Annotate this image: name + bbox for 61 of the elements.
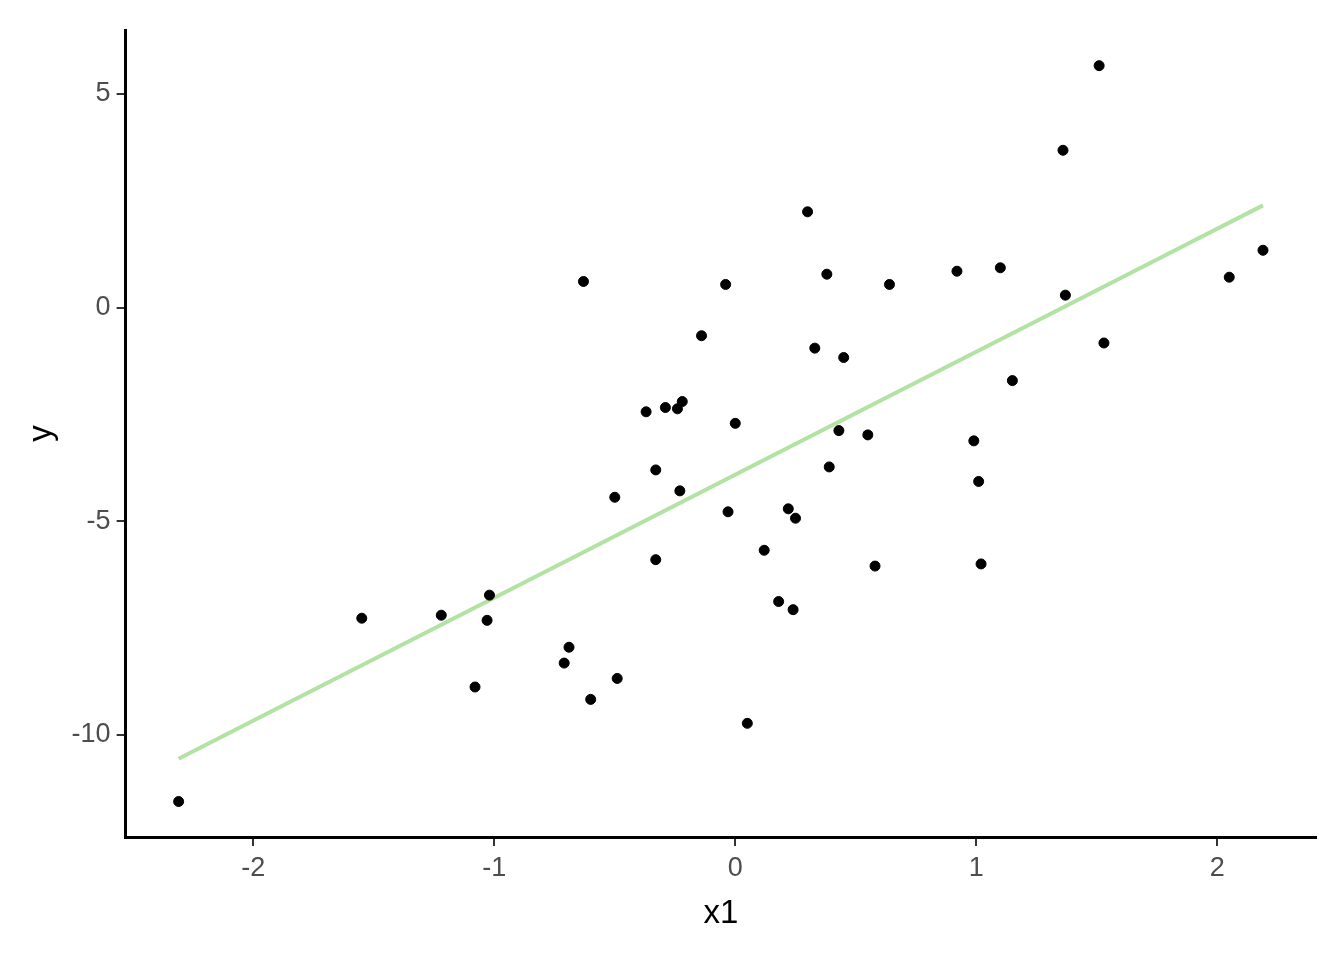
point [833, 425, 845, 437]
point [823, 461, 835, 473]
point [787, 604, 799, 616]
point [773, 596, 785, 608]
point [671, 403, 683, 415]
point [1223, 271, 1235, 283]
point [659, 402, 671, 414]
point [356, 612, 368, 624]
y-tick-label: -5 [86, 504, 111, 535]
point [973, 475, 985, 487]
point [821, 268, 833, 280]
point [782, 503, 794, 515]
point [173, 796, 185, 808]
point [640, 406, 652, 418]
y-axis-title: y [20, 424, 58, 442]
point [722, 506, 734, 518]
x-axis-title: x1 [703, 893, 739, 931]
x-tick-label: 1 [968, 851, 984, 882]
point [650, 464, 662, 476]
x-tick-label: -1 [482, 851, 507, 882]
x-tick-label: 2 [1209, 851, 1225, 882]
point [729, 417, 741, 429]
point [869, 560, 881, 572]
point [609, 491, 621, 503]
point [558, 657, 570, 669]
y-tick-label: 0 [95, 290, 111, 321]
point [650, 554, 662, 566]
point [483, 589, 495, 601]
point [481, 614, 493, 626]
x-tick-label: 0 [727, 851, 743, 882]
point [975, 558, 987, 570]
point [563, 641, 575, 653]
y-tick-label: -10 [71, 718, 111, 749]
x-tick-label: -2 [241, 851, 266, 882]
point [696, 330, 708, 342]
point [720, 278, 732, 290]
point [790, 512, 802, 524]
point [1059, 289, 1071, 301]
point [968, 435, 980, 447]
point [809, 342, 821, 354]
point [1257, 244, 1269, 256]
point [994, 262, 1006, 274]
point [1098, 337, 1110, 349]
point [469, 681, 481, 693]
point [577, 275, 589, 287]
point [802, 206, 814, 218]
point [585, 693, 597, 705]
point [1006, 375, 1018, 387]
point [883, 278, 895, 290]
point [758, 544, 770, 556]
point [862, 429, 874, 441]
y-tick-label: 5 [95, 77, 111, 108]
point [435, 609, 447, 621]
point [951, 265, 963, 277]
point [838, 352, 850, 364]
point [674, 485, 686, 497]
point [611, 672, 623, 684]
point [1057, 144, 1069, 156]
point [741, 717, 753, 729]
point [676, 396, 688, 408]
point [1093, 60, 1105, 72]
